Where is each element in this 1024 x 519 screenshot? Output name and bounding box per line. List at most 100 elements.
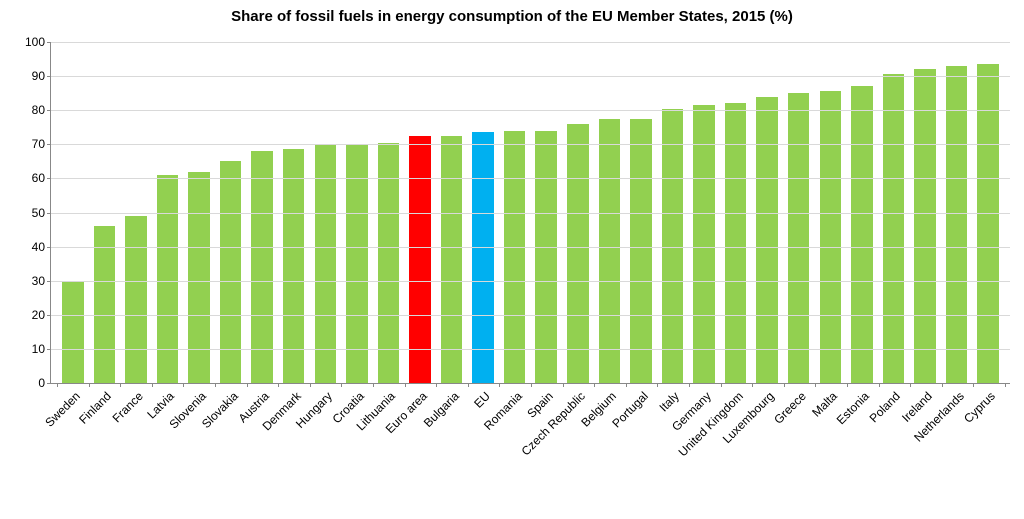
- ytick-mark: [47, 144, 51, 145]
- ytick-label: 30: [32, 274, 45, 288]
- bar: [820, 91, 841, 383]
- bar: [535, 131, 556, 383]
- xtick-mark: [499, 383, 500, 387]
- ytick-mark: [47, 383, 51, 384]
- ytick-mark: [47, 110, 51, 111]
- bar: [504, 131, 525, 383]
- ytick-label: 70: [32, 137, 45, 151]
- bar: [315, 144, 336, 383]
- bar: [914, 69, 935, 383]
- bar: [441, 136, 462, 383]
- xtick-mark: [468, 383, 469, 387]
- bar: [409, 136, 430, 383]
- bar: [946, 66, 967, 383]
- xtick-mark: [310, 383, 311, 387]
- chart-title: Share of fossil fuels in energy consumpt…: [0, 8, 1024, 25]
- bar: [756, 97, 777, 383]
- ytick-label: 90: [32, 69, 45, 83]
- chart-container: Share of fossil fuels in energy consumpt…: [0, 0, 1024, 519]
- xtick-mark: [405, 383, 406, 387]
- ytick-mark: [47, 178, 51, 179]
- bar: [94, 226, 115, 383]
- xtick-mark: [152, 383, 153, 387]
- xtick-mark: [373, 383, 374, 387]
- bar: [725, 103, 746, 383]
- ytick-label: 40: [32, 240, 45, 254]
- ytick-mark: [47, 213, 51, 214]
- ytick-mark: [47, 76, 51, 77]
- bar: [125, 216, 146, 383]
- xtick-mark: [120, 383, 121, 387]
- xlabel: Sweden: [42, 389, 83, 430]
- xtick-mark: [1005, 383, 1006, 387]
- xtick-mark: [341, 383, 342, 387]
- xtick-mark: [594, 383, 595, 387]
- xtick-mark: [657, 383, 658, 387]
- gridline: [51, 213, 1010, 214]
- ytick-label: 50: [32, 206, 45, 220]
- gridline: [51, 110, 1010, 111]
- xtick-mark: [689, 383, 690, 387]
- bar: [62, 281, 83, 383]
- bar: [599, 119, 620, 383]
- ytick-label: 80: [32, 103, 45, 117]
- xtick-mark: [89, 383, 90, 387]
- xtick-mark: [847, 383, 848, 387]
- xlabel: Greece: [771, 389, 809, 427]
- gridline: [51, 281, 1010, 282]
- xtick-mark: [436, 383, 437, 387]
- bar: [851, 86, 872, 383]
- xtick-mark: [278, 383, 279, 387]
- gridline: [51, 178, 1010, 179]
- xlabel: Italy: [657, 389, 682, 414]
- xtick-mark: [879, 383, 880, 387]
- xlabel: EU: [471, 389, 493, 411]
- bar: [188, 172, 209, 383]
- ytick-label: 0: [38, 376, 45, 390]
- gridline: [51, 144, 1010, 145]
- ytick-label: 60: [32, 171, 45, 185]
- xlabel: France: [109, 389, 145, 425]
- ytick-mark: [47, 349, 51, 350]
- bar: [157, 175, 178, 383]
- bar: [977, 64, 998, 383]
- ytick-label: 10: [32, 342, 45, 356]
- bar: [346, 144, 367, 383]
- bar: [788, 93, 809, 383]
- ytick-label: 20: [32, 308, 45, 322]
- plot-area: SwedenFinlandFranceLatviaSloveniaSlovaki…: [50, 42, 1010, 384]
- xlabel: Cyprus: [961, 389, 998, 426]
- ytick-mark: [47, 42, 51, 43]
- ytick-label: 100: [25, 35, 45, 49]
- xtick-mark: [910, 383, 911, 387]
- bar: [693, 105, 714, 383]
- ytick-mark: [47, 315, 51, 316]
- xtick-mark: [57, 383, 58, 387]
- xtick-mark: [942, 383, 943, 387]
- ytick-mark: [47, 247, 51, 248]
- bar: [472, 132, 493, 383]
- gridline: [51, 42, 1010, 43]
- xtick-mark: [247, 383, 248, 387]
- bar: [883, 74, 904, 383]
- xtick-mark: [973, 383, 974, 387]
- gridline: [51, 247, 1010, 248]
- xtick-mark: [215, 383, 216, 387]
- xtick-mark: [752, 383, 753, 387]
- gridline: [51, 76, 1010, 77]
- xlabel: Poland: [867, 389, 903, 425]
- bar: [567, 124, 588, 383]
- xtick-mark: [626, 383, 627, 387]
- xtick-mark: [815, 383, 816, 387]
- xtick-mark: [563, 383, 564, 387]
- gridline: [51, 349, 1010, 350]
- xtick-mark: [721, 383, 722, 387]
- bar: [630, 119, 651, 383]
- ytick-mark: [47, 281, 51, 282]
- xtick-mark: [183, 383, 184, 387]
- xtick-mark: [784, 383, 785, 387]
- xlabel: Finland: [77, 389, 115, 427]
- gridline: [51, 315, 1010, 316]
- xtick-mark: [531, 383, 532, 387]
- xlabel: Estonia: [834, 389, 872, 427]
